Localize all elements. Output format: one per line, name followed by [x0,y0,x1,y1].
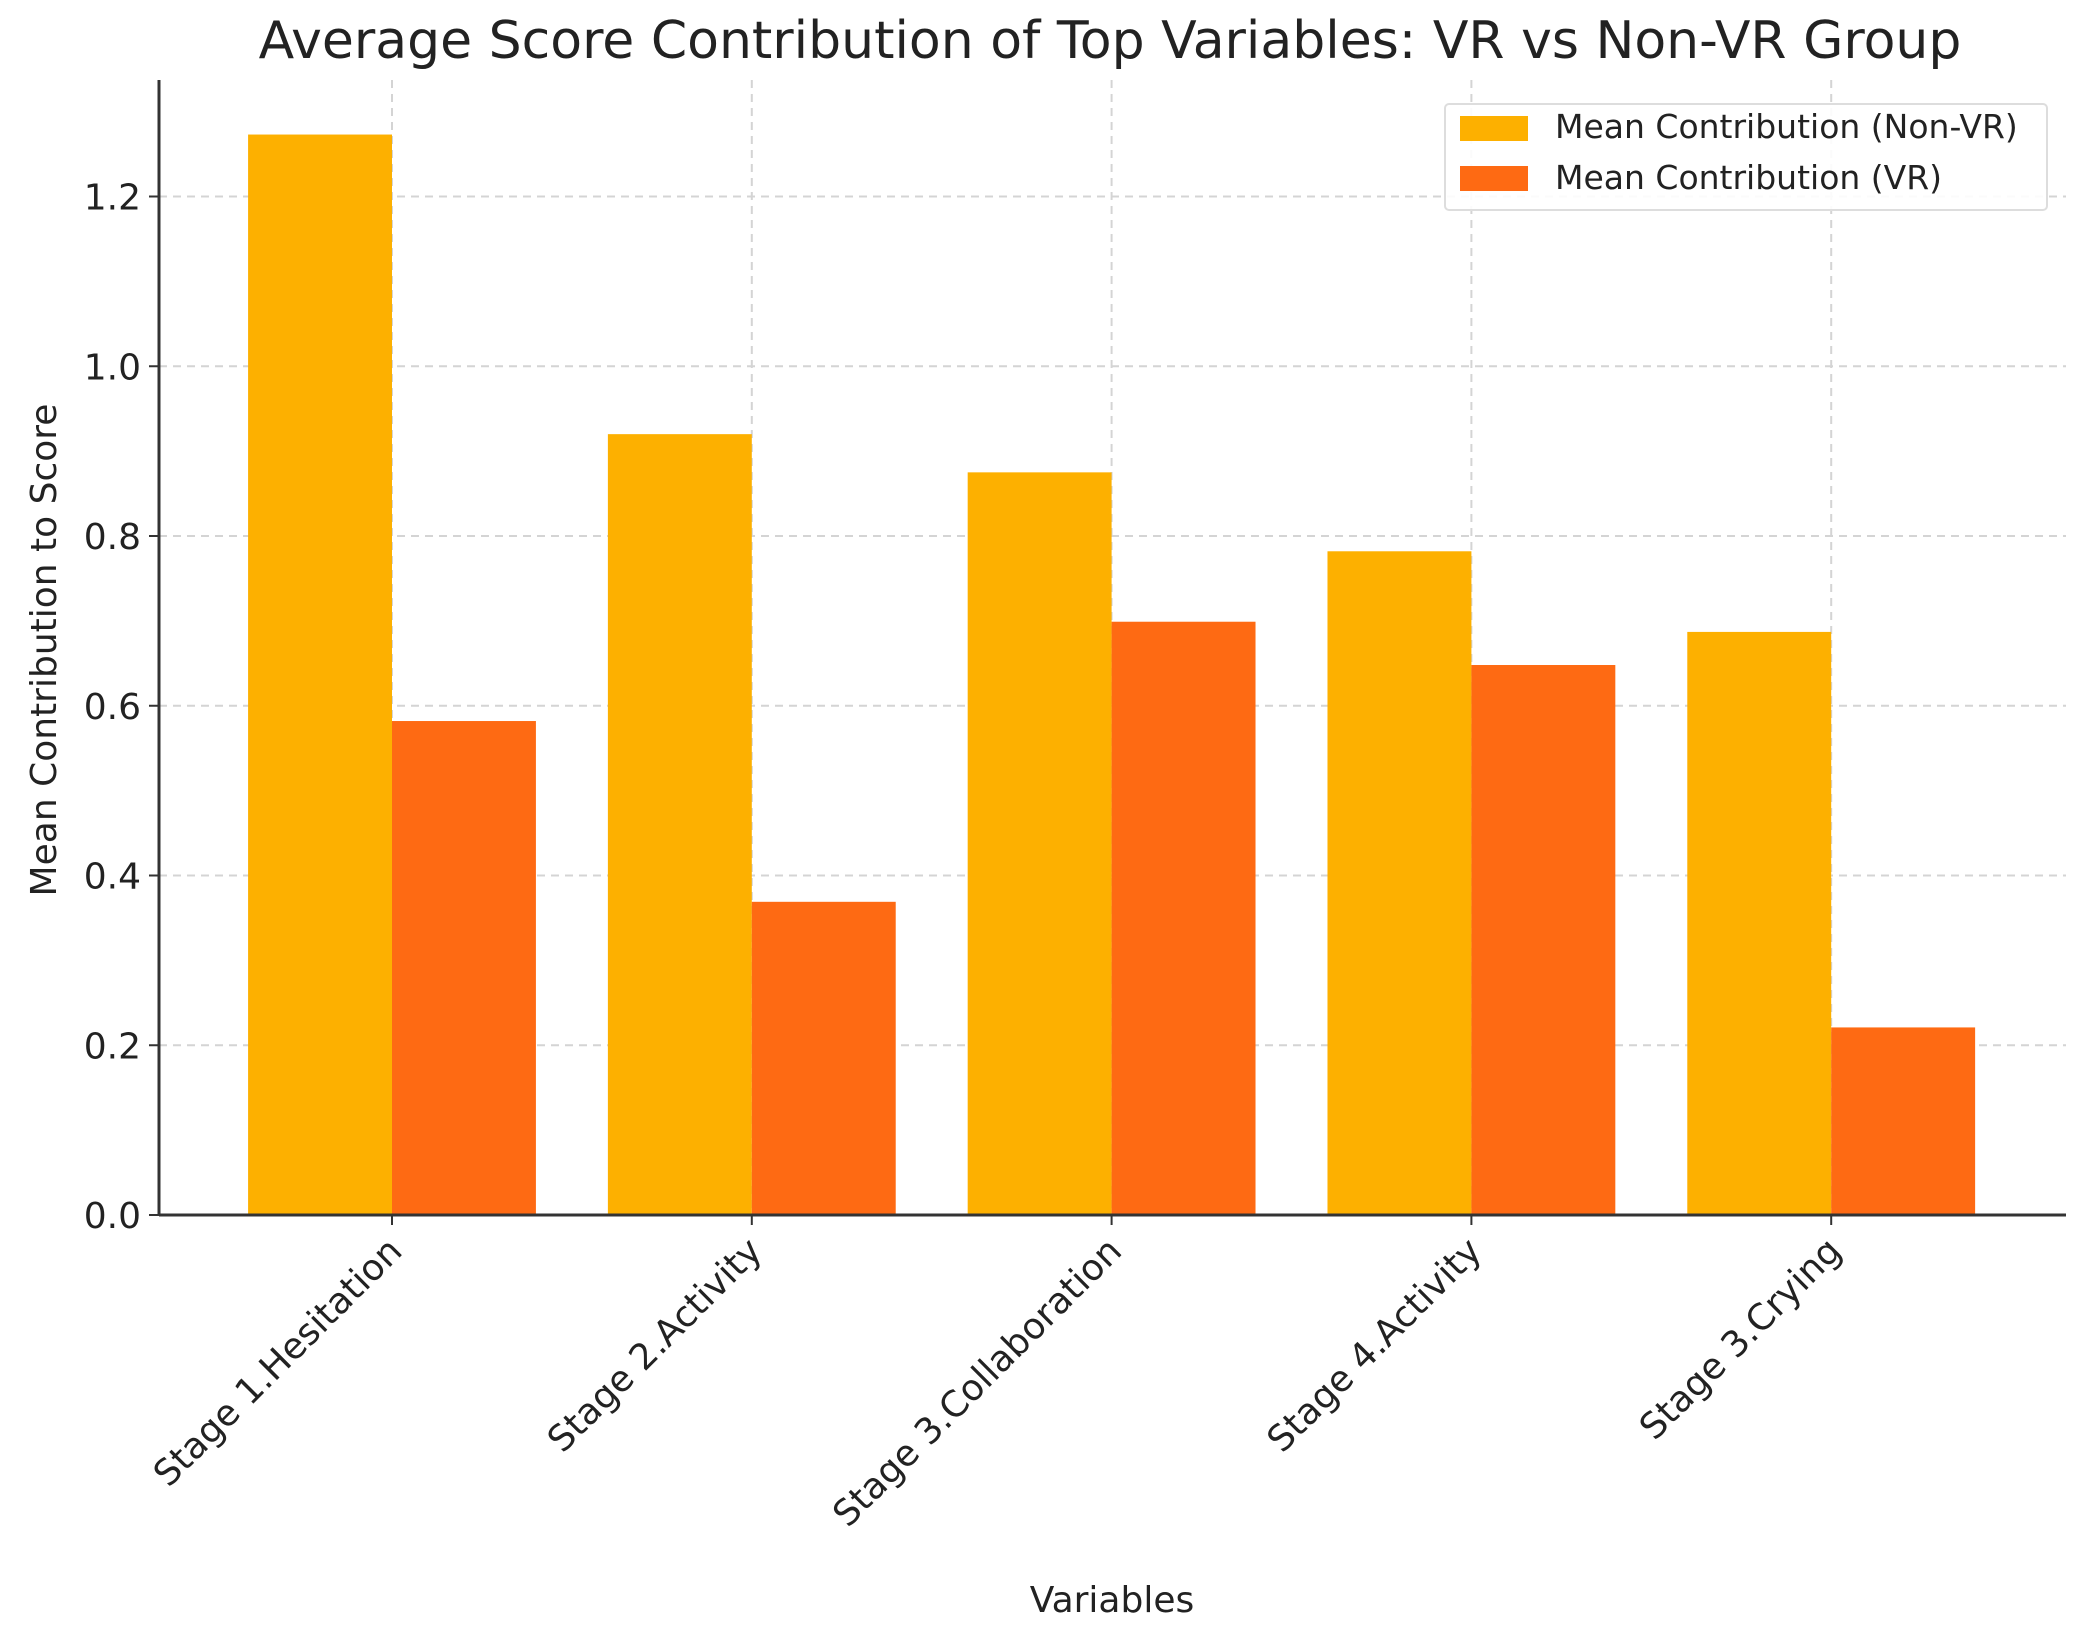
x-tick-label: Stage 3.Crying [1632,1230,1850,1448]
y-tick-label: 0.2 [84,1026,141,1067]
bar-vr [1111,621,1256,1215]
y-ticks: 0.0 0.2 0.4 0.6 0.8 1.0 1.2 [84,178,159,1237]
bar-non-vr [1687,631,1832,1215]
legend-box [1444,103,2048,211]
bar-vr [1831,1027,1976,1215]
legend-label-non-vr: Mean Contribution (Non-VR) [1555,107,2018,146]
legend-label-vr: Mean Contribution (VR) [1555,158,1942,197]
y-tick-label: 0.8 [84,517,141,558]
legend-swatch-vr [1460,166,1528,191]
bar-vr [1471,665,1616,1215]
legend: Mean Contribution (Non-VR) Mean Contribu… [1444,103,2048,211]
x-ticks: Stage 1.Hesitation Stage 2.Activity Stage … [146,1215,1850,1535]
y-axis-label: Mean Contribution to Score [24,404,65,897]
y-tick-label: 0.6 [84,687,141,728]
y-tick-label: 0.0 [84,1196,141,1237]
y-tick-label: 0.4 [84,857,141,898]
bar-non-vr [967,472,1112,1215]
y-tick-label: 1.2 [84,178,141,219]
bars [248,134,1976,1215]
bar-non-vr [607,434,752,1215]
chart-title: Average Score Contribution of Top Variab… [259,11,1962,71]
bar-non-vr [248,134,392,1215]
y-tick-label: 1.0 [84,347,141,388]
x-tick-label: Stage 2.Activity [540,1230,770,1460]
x-tick-label: Stage 4.Activity [1260,1230,1490,1460]
bar-vr [751,901,896,1215]
legend-swatch-non-vr [1460,116,1528,141]
x-axis-label: Variables [1030,1580,1195,1621]
bar-non-vr [1327,551,1472,1215]
bar-vr [392,721,536,1215]
x-tick-label: Stage 3.Collaboration [825,1230,1130,1535]
x-tick-label: Stage 1.Hesitation [146,1230,410,1494]
